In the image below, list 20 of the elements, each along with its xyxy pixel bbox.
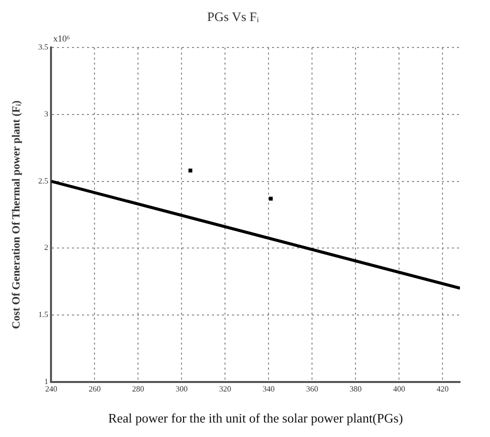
y-axis-title: Cost Of Generation Of Thermal power plant (Fᵢ) bbox=[10, 100, 22, 329]
x-tick-label: 400 bbox=[393, 384, 406, 394]
x-tick-label: 360 bbox=[306, 384, 318, 394]
x-tick-label: 320 bbox=[219, 384, 232, 394]
y-tick-label: 1 bbox=[44, 376, 48, 386]
chart-title: PGs Vs Fᵢ bbox=[207, 9, 260, 24]
y-tick-label: 2.5 bbox=[38, 176, 48, 186]
text: x10⁶ bbox=[53, 33, 70, 44]
y-tick-label: 3.5 bbox=[38, 42, 48, 52]
x-axis-title: Real power for the ith unit of the solar power plant(PGs) bbox=[108, 410, 403, 426]
x-tick-label: 340 bbox=[262, 384, 275, 394]
y-tick-label: 2 bbox=[44, 243, 48, 252]
x-tick-label: 240 bbox=[45, 384, 58, 394]
x-tick-label: 380 bbox=[350, 384, 362, 394]
x-tick-label: 280 bbox=[132, 384, 144, 394]
y-tick-label: 3 bbox=[44, 110, 48, 119]
x-tick-label: 420 bbox=[436, 384, 449, 394]
x-tick-label: 260 bbox=[88, 384, 101, 394]
x-tick-label: 300 bbox=[176, 384, 188, 394]
y-tick-label: 1.5 bbox=[38, 310, 48, 320]
